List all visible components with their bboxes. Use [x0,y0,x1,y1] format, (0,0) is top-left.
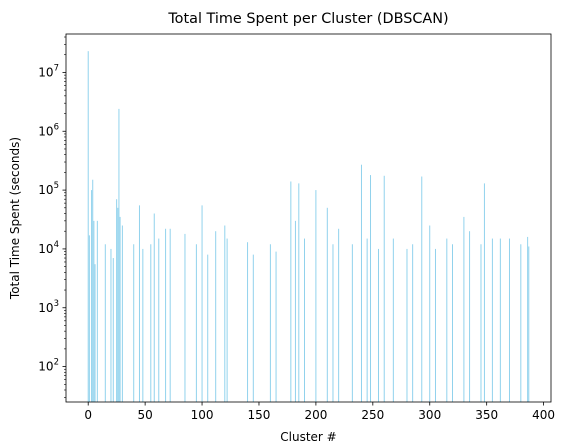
bar [118,108,120,402]
bars [87,51,530,402]
bar [116,199,118,402]
bar [520,244,522,402]
bar [483,183,485,402]
bar [121,225,123,402]
bar [165,228,167,402]
bar [429,225,431,402]
chart-title: Total Time Spent per Cluster (DBSCAN) [167,11,448,27]
bar [366,238,368,402]
bar [215,231,217,402]
bar [269,244,271,402]
bar [142,248,144,402]
bar [508,238,510,402]
bar [158,238,160,402]
bar [499,238,501,402]
x-tick-label: 300 [418,408,441,422]
bar [252,254,254,402]
bar [91,190,93,402]
x-tick-label: 200 [304,408,327,422]
y-tick-label: 102 [38,358,59,374]
bar [338,228,340,402]
y-tick-label: 104 [38,240,59,256]
bar [119,216,121,402]
bar [150,244,152,402]
bar [92,179,94,402]
bar [153,213,155,402]
y-axis: 102 103 104 105 106 107 [38,36,66,398]
bar [469,231,471,402]
bar [326,207,328,402]
y-tick-label: 106 [38,122,59,138]
x-tick-label: 400 [532,408,555,422]
y-tick-label: 107 [38,63,59,79]
bar [93,220,95,402]
x-tick-label: 100 [191,408,214,422]
bar [224,225,226,402]
x-axis-label: Cluster # [280,430,336,444]
bar [207,254,209,402]
y-axis-label: Total Time Spent (seconds) [8,137,22,300]
bar [434,248,436,402]
bar [104,244,106,402]
bar [446,238,448,402]
bar [315,190,317,402]
bar [110,248,112,402]
bar [360,164,362,402]
bar [463,216,465,402]
bar [290,181,292,402]
bar [528,246,530,402]
bar [370,175,372,402]
bar [412,244,414,402]
bar [226,238,228,402]
x-tick-label: 50 [137,408,152,422]
bar [117,207,119,402]
bar [332,244,334,402]
x-tick-label: 0 [84,408,92,422]
y-tick-label: 103 [38,299,59,315]
bar [304,238,305,402]
bar [184,233,186,402]
bar [452,244,453,402]
bar [480,244,482,402]
bar [133,244,135,402]
bar [96,220,98,402]
x-tick-label: 250 [361,408,384,422]
bar [294,220,296,402]
bar [351,244,353,402]
bar [421,176,423,402]
bar [169,228,171,402]
x-tick-label: 350 [475,408,498,422]
bar [195,244,197,402]
x-tick-label: 150 [248,408,271,422]
y-tick-label: 105 [38,181,59,197]
bar [201,205,203,402]
bar [383,175,385,402]
bar [527,236,529,402]
bar [275,251,277,402]
bar [112,258,114,402]
bar [138,205,140,402]
plot-frame [65,33,552,403]
x-axis: 0 50 100 150 200 250 300 350 400 [84,402,555,422]
bar [378,248,379,402]
bar [94,264,96,402]
bar [298,183,300,402]
bar [491,238,493,402]
bar [247,242,249,402]
bar [88,235,90,402]
bar [406,248,408,402]
bar [87,51,89,402]
bar [392,238,394,402]
